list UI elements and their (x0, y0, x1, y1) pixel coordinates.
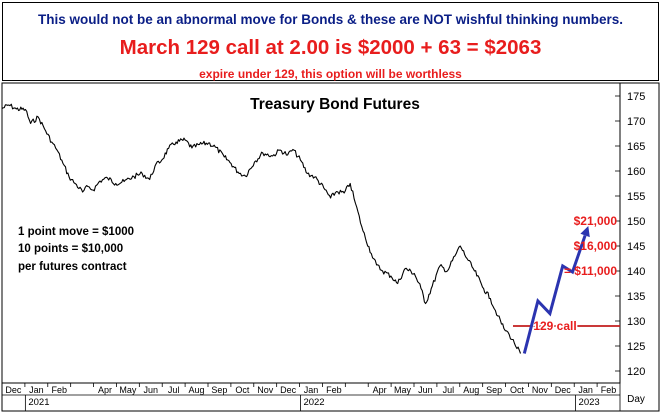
point-info-line-2: 10 points = $10,000 (18, 243, 123, 255)
y-tick-label: 165 (627, 141, 645, 153)
month-label: Aug (463, 385, 479, 395)
year-label: 2022 (303, 397, 324, 408)
month-label: Feb (51, 385, 67, 395)
y-tick-label: 175 (627, 91, 645, 103)
y-tick-label: 155 (627, 191, 645, 203)
month-label: Feb (601, 385, 617, 395)
month-label: Apr (98, 385, 112, 395)
month-label: Dec (555, 385, 572, 395)
y-tick-label: 120 (627, 366, 645, 378)
header-headline: March 129 call at 2.00 is $2000 + 63 = $… (119, 36, 542, 59)
target-value-label: $21,000 (574, 214, 618, 228)
month-label: Nov (257, 385, 274, 395)
month-label: May (119, 385, 137, 395)
month-label: Jun (418, 385, 433, 395)
month-label: Sep (211, 385, 227, 395)
month-label: Oct (235, 385, 250, 395)
month-label: Jan (29, 385, 44, 395)
year-label: 2021 (28, 397, 49, 408)
month-label: Jan (578, 385, 593, 395)
year-label: 2023 (579, 397, 600, 408)
projection-arrowhead (580, 226, 590, 238)
month-label: Feb (326, 385, 342, 395)
month-label: Dec (280, 385, 297, 395)
header-line-1: This would not be an abnormal move for B… (37, 12, 624, 27)
projection-line (522, 235, 587, 354)
header-box: This would not be an abnormal move for B… (2, 2, 659, 81)
target-value-label: $16,000 (574, 239, 618, 253)
plot-area (1, 82, 621, 384)
price-series-line (1, 103, 522, 354)
month-label: Jul (443, 385, 455, 395)
y-tick-label: 135 (627, 291, 645, 303)
month-label: Jan (304, 385, 319, 395)
point-info-line-1: 1 point move = $1000 (18, 226, 134, 238)
x-axis-label: Day (627, 394, 645, 405)
month-label: May (394, 385, 412, 395)
y-tick-label: 130 (627, 316, 645, 328)
month-label: Nov (532, 385, 549, 395)
header-line-3: expire under 129, this option will be wo… (199, 67, 462, 81)
y-tick-label: 150 (627, 216, 645, 228)
y-tick-label: 145 (627, 241, 645, 253)
chart-title: Treasury Bond Futures (250, 96, 420, 113)
month-label: Apr (373, 385, 387, 395)
month-label: Sep (486, 385, 502, 395)
month-label: Jun (144, 385, 159, 395)
y-tick-label: 125 (627, 341, 645, 353)
target-value-label: = $11,000 (564, 264, 617, 278)
y-tick-label: 140 (627, 266, 645, 278)
month-label: Jul (168, 385, 180, 395)
point-info-line-3: per futures contract (18, 261, 127, 273)
strike-label: 129 call (533, 319, 576, 333)
y-tick-label: 170 (627, 116, 645, 128)
month-label: Oct (510, 385, 525, 395)
y-tick-label: 160 (627, 166, 645, 178)
month-label: Dec (5, 385, 22, 395)
month-label: Aug (189, 385, 205, 395)
